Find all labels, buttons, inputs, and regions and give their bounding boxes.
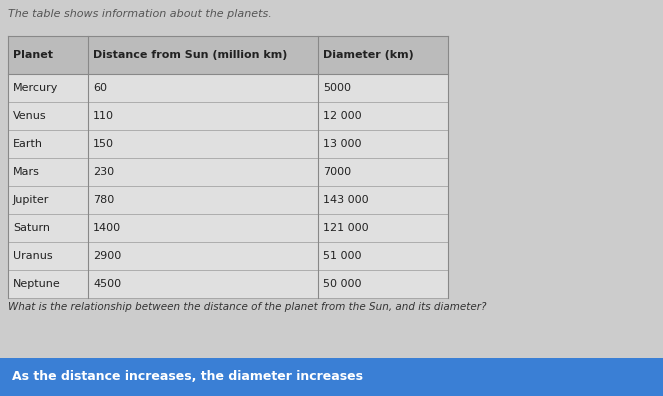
Text: Planet: Planet [13,50,53,60]
Bar [8,102,448,130]
Bar [8,158,448,186]
Text: Mercury: Mercury [13,83,58,93]
Bar [0,358,663,396]
Text: 143 000: 143 000 [323,195,369,205]
Text: 51 000: 51 000 [323,251,361,261]
Text: 121 000: 121 000 [323,223,369,233]
Text: Earth: Earth [13,139,43,149]
Bar [8,36,448,74]
Text: What is the relationship between the distance of the planet from the Sun, and it: What is the relationship between the dis… [8,302,487,312]
Bar [8,74,448,102]
Text: Mars: Mars [13,167,40,177]
Text: 230: 230 [93,167,114,177]
Text: Distance from Sun (million km): Distance from Sun (million km) [93,50,287,60]
Bar [8,214,448,242]
Text: Diameter (km): Diameter (km) [323,50,414,60]
Text: As the distance increases, the diameter increases: As the distance increases, the diameter … [12,371,363,383]
Bar [8,130,448,158]
Bar [8,270,448,298]
Bar [8,242,448,270]
Text: 2900: 2900 [93,251,121,261]
Text: 1400: 1400 [93,223,121,233]
Text: Venus: Venus [13,111,46,121]
Text: 150: 150 [93,139,114,149]
Text: Saturn: Saturn [13,223,50,233]
Text: 4500: 4500 [93,279,121,289]
Text: Neptune: Neptune [13,279,61,289]
Text: Jupiter: Jupiter [13,195,49,205]
Text: 60: 60 [93,83,107,93]
Text: The table shows information about the planets.: The table shows information about the pl… [8,9,272,19]
Text: Uranus: Uranus [13,251,52,261]
Text: 7000: 7000 [323,167,351,177]
Text: 12 000: 12 000 [323,111,361,121]
Text: 13 000: 13 000 [323,139,361,149]
Bar [8,186,448,214]
Text: 50 000: 50 000 [323,279,361,289]
Text: 780: 780 [93,195,114,205]
Text: 5000: 5000 [323,83,351,93]
Text: 110: 110 [93,111,114,121]
